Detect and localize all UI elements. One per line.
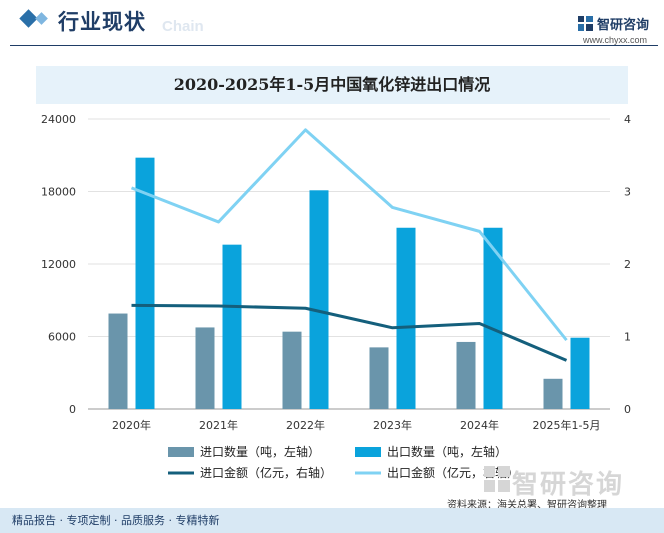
legend-swatch bbox=[355, 447, 381, 457]
bar bbox=[195, 327, 215, 409]
section-subtitle: Chain bbox=[162, 18, 204, 35]
y-right-tick-label: 0 bbox=[624, 403, 631, 416]
brand-name: 智研咨询 bbox=[597, 18, 650, 33]
bar bbox=[369, 347, 389, 409]
section-title: 行业现状 bbox=[58, 10, 146, 34]
bar bbox=[135, 157, 155, 409]
legend-label: 进口数量（吨，左轴） bbox=[200, 444, 320, 459]
x-tick-label: 2022年 bbox=[286, 418, 325, 432]
bar bbox=[396, 227, 416, 409]
header-divider bbox=[10, 45, 658, 46]
chart-title: 2020-2025年1-5月中国氧化锌进出口情况 bbox=[173, 75, 491, 94]
watermark-brand: 智研咨询 bbox=[512, 470, 625, 500]
legend-swatch bbox=[168, 447, 194, 457]
footer-bar bbox=[0, 508, 664, 533]
watermark-logo-icon bbox=[484, 466, 510, 492]
y-left-tick-label: 0 bbox=[69, 403, 76, 416]
y-left-tick-label: 18000 bbox=[41, 186, 76, 199]
bar bbox=[570, 337, 590, 409]
bar bbox=[543, 378, 563, 409]
series-line bbox=[130, 128, 568, 342]
source-note: 资料来源：海关总署、智研咨询整理 bbox=[447, 500, 607, 511]
legend-label: 进口金额（亿元，右轴） bbox=[200, 465, 332, 480]
y-right-tick-label: 3 bbox=[624, 186, 631, 199]
legend-label: 出口数量（吨，左轴） bbox=[387, 444, 507, 459]
bar bbox=[483, 227, 503, 409]
y-right-tick-label: 1 bbox=[624, 331, 631, 344]
bar bbox=[309, 190, 329, 409]
y-right-tick-label: 2 bbox=[624, 258, 631, 271]
x-tick-label: 2021年 bbox=[199, 418, 238, 432]
x-tick-label: 2023年 bbox=[373, 418, 412, 432]
footer-tagline: 精品报告 · 专项定制 · 品质服务 · 专精特新 bbox=[12, 514, 220, 527]
bar bbox=[108, 313, 128, 409]
title-band bbox=[36, 66, 628, 104]
x-tick-label: 2024年 bbox=[460, 418, 499, 432]
brand-url: www.chyxx.com bbox=[583, 35, 648, 45]
bar bbox=[222, 244, 242, 409]
bar bbox=[282, 331, 302, 409]
y-right-tick-label: 4 bbox=[624, 113, 631, 126]
series-line bbox=[131, 303, 568, 362]
y-left-tick-label: 12000 bbox=[41, 258, 76, 271]
brand-logo-icon bbox=[578, 16, 593, 31]
y-left-tick-label: 24000 bbox=[41, 113, 76, 126]
y-left-tick-label: 6000 bbox=[48, 331, 76, 344]
bar bbox=[456, 341, 476, 409]
x-tick-label: 2025年1-5月 bbox=[533, 418, 601, 432]
header: 行业现状 Chain 智研咨询 www.chyxx.com bbox=[0, 0, 664, 48]
x-tick-label: 2020年 bbox=[112, 418, 151, 432]
